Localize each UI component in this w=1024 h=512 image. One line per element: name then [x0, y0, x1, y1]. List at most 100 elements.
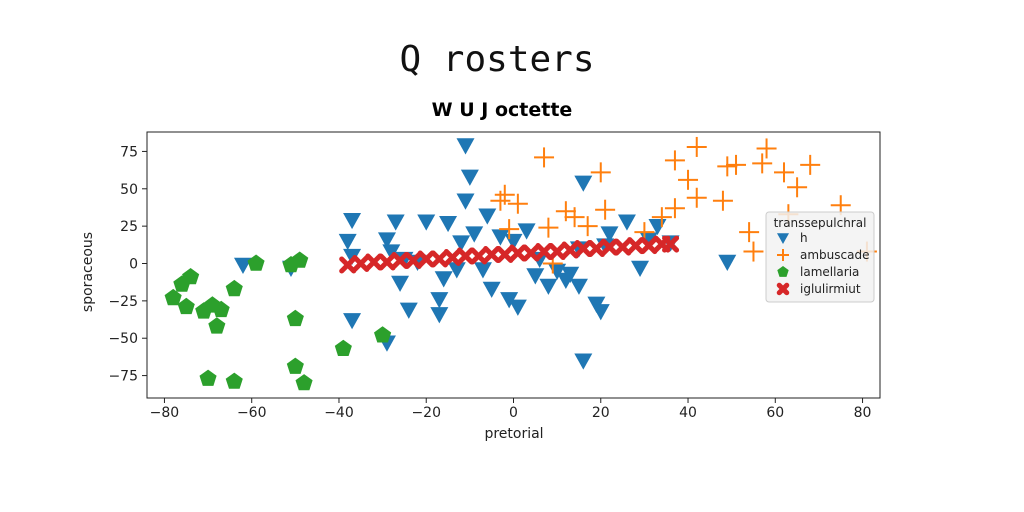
data-point-iglulirmiut — [535, 243, 553, 261]
data-point-h — [574, 175, 593, 192]
data-point-h — [600, 226, 619, 243]
data-point-ambuscade — [739, 222, 760, 243]
data-point-ambuscade — [595, 199, 616, 220]
data-point-h — [482, 281, 501, 298]
legend-marker-iglulirmiut — [776, 282, 790, 296]
y-tick-label: −25 — [108, 294, 138, 310]
legend-label: ambuscade — [800, 248, 869, 262]
data-point-ambuscade — [651, 207, 672, 228]
y-tick-label: 50 — [120, 182, 138, 198]
data-point-h — [233, 257, 252, 274]
data-point-ambuscade — [787, 177, 808, 198]
legend-marker-lamellaria — [777, 266, 789, 277]
x-tick-label: −60 — [237, 405, 267, 421]
legend-label: lamellaria — [800, 265, 859, 279]
data-point-iglulirmiut — [404, 252, 422, 270]
y-tick-label: −75 — [108, 369, 138, 385]
x-tick-label: −80 — [150, 405, 180, 421]
data-point-iglulirmiut — [496, 246, 514, 264]
data-point-lamellaria — [199, 369, 217, 386]
data-point-iglulirmiut — [430, 250, 448, 268]
data-point-ambuscade — [538, 217, 559, 238]
data-point-h — [439, 215, 458, 233]
data-point-iglulirmiut — [391, 252, 409, 270]
data-point-ambuscade — [564, 207, 585, 228]
data-point-ambuscade — [686, 187, 707, 208]
data-point-h — [631, 260, 650, 277]
y-tick-label: −50 — [108, 331, 138, 347]
y-tick-label: 0 — [129, 257, 138, 273]
x-tick-label: 20 — [592, 405, 610, 421]
data-point-iglulirmiut — [548, 243, 566, 261]
data-point-h — [417, 214, 436, 231]
data-point-ambuscade — [712, 190, 733, 211]
data-point-h — [456, 193, 475, 210]
legend-title: transsepulchral — [774, 216, 867, 230]
data-point-ambuscade — [490, 190, 511, 211]
data-point-lamellaria — [225, 372, 243, 389]
data-point-iglulirmiut — [483, 246, 501, 264]
data-point-ambuscade — [678, 169, 699, 190]
data-point-h — [399, 302, 418, 319]
data-point-iglulirmiut — [640, 237, 658, 255]
data-point-lamellaria — [182, 268, 200, 285]
data-point-ambuscade — [494, 184, 515, 205]
data-point-h — [452, 235, 471, 252]
data-point-h — [574, 353, 593, 370]
plot-area: −80 −60 −40 −20 0 20 40 60 80 75 50 25 0 −25 −50 −75 tra… — [108, 131, 881, 421]
x-tick-label: −20 — [411, 405, 441, 421]
data-point-lamellaria — [374, 326, 392, 343]
data-point-h — [343, 212, 362, 230]
data-point-h — [561, 266, 580, 283]
data-point-iglulirmiut — [417, 250, 435, 268]
data-point-ambuscade — [507, 193, 528, 214]
y-tick-label: 75 — [120, 144, 138, 160]
data-point-ambuscade — [664, 150, 685, 171]
data-point-iglulirmiut — [600, 238, 618, 256]
data-point-h — [386, 214, 405, 231]
data-point-h — [617, 214, 636, 231]
data-point-lamellaria — [225, 279, 243, 297]
x-tick-label: 80 — [854, 405, 872, 421]
data-point-lamellaria — [164, 288, 182, 306]
legend-marker-h — [777, 233, 789, 244]
data-point-h — [430, 307, 449, 324]
data-point-h — [508, 299, 527, 316]
data-point-iglulirmiut — [457, 247, 475, 265]
data-point-h — [343, 313, 362, 330]
chart-title: W U J octette — [432, 99, 573, 121]
data-point-ambuscade — [726, 154, 747, 175]
x-tick-label: 40 — [679, 405, 697, 421]
data-point-lamellaria — [177, 297, 195, 315]
data-point-h — [382, 244, 401, 261]
legend-box — [765, 211, 875, 303]
data-point-lamellaria — [212, 300, 230, 318]
data-point-iglulirmiut — [574, 240, 592, 258]
data-point-h — [526, 268, 545, 285]
legend-marker-ambuscade — [777, 249, 789, 261]
data-point-h — [343, 248, 362, 266]
data-point-ambuscade — [686, 136, 707, 157]
data-point-h — [491, 229, 510, 246]
data-point-h — [338, 233, 357, 251]
x-axis-label: pretorial — [484, 426, 543, 442]
data-point-iglulirmiut — [470, 247, 488, 265]
data-point-h — [500, 292, 519, 309]
data-point-iglulirmiut — [587, 240, 605, 258]
x-tick-label: −40 — [324, 405, 354, 421]
data-point-h — [718, 254, 737, 272]
data-point-ambuscade — [756, 138, 777, 159]
legend-label: iglulirmiut — [800, 282, 861, 296]
data-point-ambuscade — [743, 241, 764, 262]
data-point-lamellaria — [295, 374, 313, 391]
data-point-lamellaria — [291, 251, 309, 268]
data-point-iglulirmiut — [522, 244, 540, 262]
data-point-ambuscade — [774, 162, 795, 183]
data-point-h — [591, 304, 610, 321]
data-point-h — [517, 223, 536, 240]
data-point-ambuscade — [534, 147, 555, 168]
data-point-ambuscade — [499, 219, 520, 240]
data-point-iglulirmiut — [561, 241, 579, 259]
x-tick-label: 60 — [766, 405, 784, 421]
